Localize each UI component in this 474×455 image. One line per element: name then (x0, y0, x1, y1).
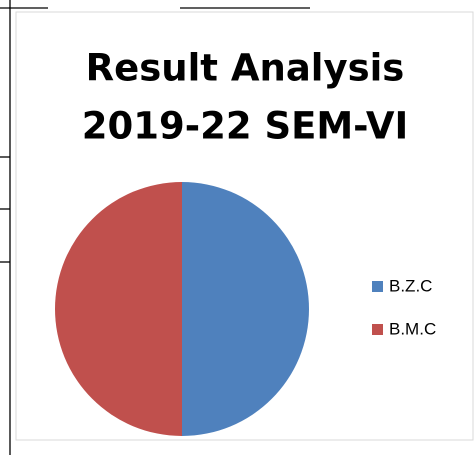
pie-slice (182, 182, 309, 436)
chart-title: 2019-22 SEM-VI (82, 105, 409, 148)
legend-swatch (372, 281, 383, 292)
legend-swatch (372, 324, 383, 335)
chart-title: Result Analysis (86, 47, 405, 90)
legend-label: B.Z.C (389, 276, 432, 295)
legend-label: B.M.C (389, 319, 436, 338)
chart-frame (15, 11, 474, 441)
cell-borders (0, 0, 310, 455)
pie-slice (55, 182, 182, 436)
